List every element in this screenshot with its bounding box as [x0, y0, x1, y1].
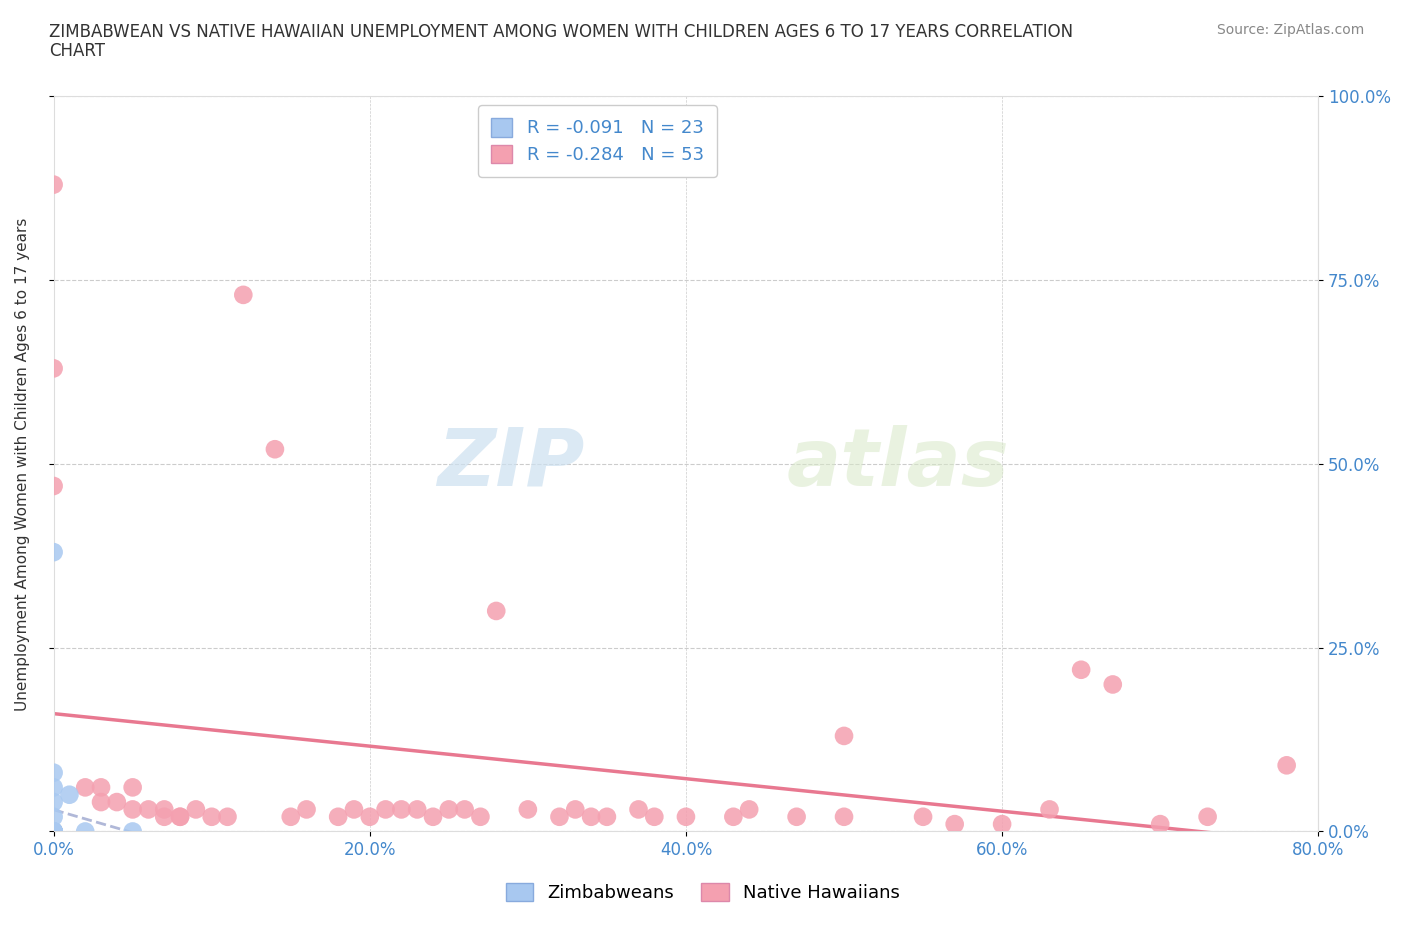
Point — [564, 802, 586, 817]
Point — [42, 824, 65, 839]
Text: CHART: CHART — [49, 42, 105, 60]
Point — [643, 809, 665, 824]
Point — [58, 788, 80, 803]
Point — [374, 802, 396, 817]
Point — [169, 809, 191, 824]
Point — [42, 824, 65, 839]
Point — [153, 809, 176, 824]
Point — [295, 802, 318, 817]
Point — [389, 802, 412, 817]
Point — [596, 809, 619, 824]
Point — [264, 442, 287, 457]
Point — [1070, 662, 1092, 677]
Point — [422, 809, 444, 824]
Point — [437, 802, 460, 817]
Point — [1197, 809, 1219, 824]
Point — [42, 824, 65, 839]
Point — [1275, 758, 1298, 773]
Point — [42, 824, 65, 839]
Point — [42, 765, 65, 780]
Point — [42, 824, 65, 839]
Point — [75, 824, 97, 839]
Point — [90, 780, 112, 795]
Point — [121, 824, 143, 839]
Point — [359, 809, 381, 824]
Point — [42, 824, 65, 839]
Point — [121, 780, 143, 795]
Point — [485, 604, 508, 618]
Point — [75, 780, 97, 795]
Point — [943, 817, 966, 831]
Point — [138, 802, 160, 817]
Point — [42, 794, 65, 809]
Point — [516, 802, 538, 817]
Point — [548, 809, 571, 824]
Point — [723, 809, 745, 824]
Point — [42, 824, 65, 839]
Point — [1101, 677, 1123, 692]
Text: ZIMBABWEAN VS NATIVE HAWAIIAN UNEMPLOYMENT AMONG WOMEN WITH CHILDREN AGES 6 TO 1: ZIMBABWEAN VS NATIVE HAWAIIAN UNEMPLOYME… — [49, 23, 1073, 41]
Point — [42, 809, 65, 824]
Point — [406, 802, 429, 817]
Legend: Zimbabweans, Native Hawaiians: Zimbabweans, Native Hawaiians — [492, 868, 914, 916]
Point — [121, 802, 143, 817]
Point — [343, 802, 366, 817]
Point — [42, 178, 65, 193]
Point — [42, 545, 65, 560]
Y-axis label: Unemployment Among Women with Children Ages 6 to 17 years: Unemployment Among Women with Children A… — [15, 218, 30, 711]
Point — [42, 824, 65, 839]
Point — [232, 287, 254, 302]
Point — [832, 809, 855, 824]
Point — [786, 809, 808, 824]
Point — [579, 809, 602, 824]
Point — [169, 809, 191, 824]
Point — [470, 809, 492, 824]
Point — [201, 809, 224, 824]
Point — [1149, 817, 1171, 831]
Point — [42, 824, 65, 839]
Point — [105, 794, 128, 809]
Legend: R = -0.091   N = 23, R = -0.284   N = 53: R = -0.091 N = 23, R = -0.284 N = 53 — [478, 105, 717, 177]
Text: atlas: atlas — [787, 425, 1010, 503]
Point — [42, 824, 65, 839]
Point — [42, 824, 65, 839]
Point — [184, 802, 207, 817]
Text: Source: ZipAtlas.com: Source: ZipAtlas.com — [1216, 23, 1364, 37]
Point — [42, 824, 65, 839]
Point — [42, 824, 65, 839]
Point — [453, 802, 475, 817]
Point — [42, 824, 65, 839]
Point — [42, 824, 65, 839]
Point — [912, 809, 935, 824]
Point — [153, 802, 176, 817]
Point — [1038, 802, 1060, 817]
Point — [42, 479, 65, 494]
Point — [832, 728, 855, 743]
Point — [675, 809, 697, 824]
Point — [42, 361, 65, 376]
Point — [280, 809, 302, 824]
Point — [627, 802, 650, 817]
Text: ZIP: ZIP — [437, 425, 585, 503]
Point — [738, 802, 761, 817]
Point — [42, 780, 65, 795]
Point — [328, 809, 350, 824]
Point — [991, 817, 1014, 831]
Point — [217, 809, 239, 824]
Point — [90, 794, 112, 809]
